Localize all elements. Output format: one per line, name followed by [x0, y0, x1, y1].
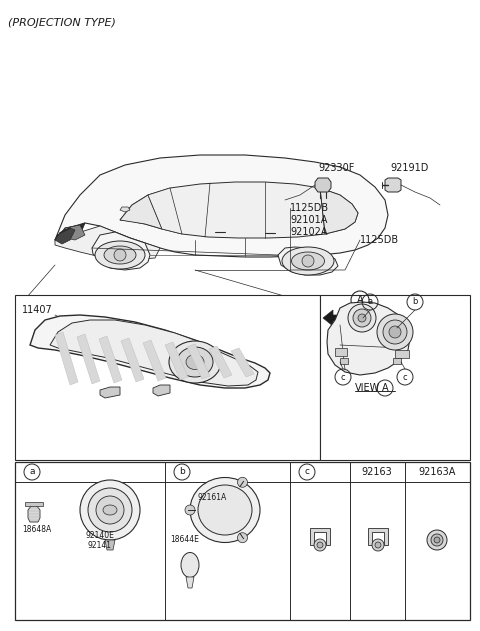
Polygon shape [65, 225, 85, 240]
Circle shape [431, 534, 443, 546]
Text: a: a [367, 297, 372, 307]
Polygon shape [143, 340, 166, 381]
Polygon shape [186, 577, 194, 588]
Circle shape [434, 537, 440, 543]
Ellipse shape [181, 553, 199, 577]
Circle shape [88, 488, 132, 532]
Ellipse shape [282, 247, 334, 275]
Text: 18648A: 18648A [22, 526, 51, 534]
Polygon shape [55, 228, 75, 244]
Circle shape [427, 530, 447, 550]
Circle shape [358, 314, 366, 322]
Circle shape [80, 480, 140, 540]
Text: 1125DB: 1125DB [290, 203, 329, 213]
Text: c: c [403, 372, 408, 382]
Polygon shape [187, 344, 210, 379]
Polygon shape [92, 232, 150, 270]
Ellipse shape [169, 341, 221, 383]
Polygon shape [165, 342, 188, 380]
Ellipse shape [95, 241, 145, 269]
Circle shape [317, 542, 323, 548]
Text: 1125DB: 1125DB [360, 235, 399, 245]
Polygon shape [209, 346, 232, 378]
Text: 92141: 92141 [88, 541, 112, 550]
Text: a: a [29, 468, 35, 476]
Polygon shape [327, 302, 410, 375]
Polygon shape [100, 387, 120, 398]
Bar [395, 350, 409, 358]
Text: A: A [357, 295, 363, 305]
Circle shape [372, 539, 384, 551]
Polygon shape [368, 528, 388, 545]
Text: 92163A: 92163A [418, 467, 456, 477]
Text: 92330F: 92330F [318, 163, 354, 173]
Circle shape [375, 542, 381, 548]
Text: A: A [382, 383, 388, 393]
Ellipse shape [104, 246, 136, 264]
Circle shape [114, 249, 126, 261]
Bar [393, 358, 401, 364]
Text: 92101A: 92101A [290, 215, 327, 225]
Ellipse shape [198, 485, 252, 535]
Ellipse shape [186, 355, 204, 370]
Circle shape [314, 539, 326, 551]
Ellipse shape [177, 347, 213, 377]
Polygon shape [315, 178, 331, 192]
Polygon shape [310, 528, 330, 545]
Polygon shape [77, 334, 100, 384]
Circle shape [383, 320, 407, 344]
Circle shape [238, 477, 248, 487]
Ellipse shape [291, 252, 324, 270]
Polygon shape [320, 188, 358, 234]
Circle shape [348, 304, 376, 332]
Text: 92140E: 92140E [85, 531, 114, 540]
Polygon shape [30, 315, 270, 388]
Text: c: c [341, 372, 345, 382]
Ellipse shape [103, 505, 117, 515]
Polygon shape [120, 182, 358, 238]
Polygon shape [55, 332, 78, 385]
Polygon shape [385, 178, 401, 192]
Polygon shape [55, 226, 160, 260]
Polygon shape [120, 207, 130, 212]
Text: 92161A: 92161A [198, 493, 227, 502]
Polygon shape [28, 505, 40, 522]
Text: 92102A: 92102A [290, 227, 327, 237]
Bar [320, 295, 470, 460]
Text: b: b [179, 468, 185, 476]
Text: (PROJECTION TYPE): (PROJECTION TYPE) [8, 18, 116, 28]
Circle shape [353, 309, 371, 327]
Polygon shape [25, 502, 43, 506]
Polygon shape [153, 385, 170, 396]
Circle shape [185, 505, 195, 515]
Polygon shape [231, 348, 254, 377]
Bar [15, 295, 320, 460]
Polygon shape [323, 310, 348, 326]
Text: c: c [304, 468, 310, 476]
Polygon shape [148, 188, 182, 234]
Circle shape [377, 314, 413, 350]
Circle shape [302, 255, 314, 267]
Polygon shape [55, 223, 85, 245]
Text: 92191D: 92191D [390, 163, 428, 173]
Text: b: b [412, 297, 418, 307]
Bar [15, 462, 470, 620]
Ellipse shape [190, 478, 260, 543]
Polygon shape [121, 338, 144, 382]
Bar [340, 358, 348, 364]
Polygon shape [55, 155, 388, 257]
Circle shape [389, 326, 401, 338]
Polygon shape [105, 540, 115, 550]
Polygon shape [120, 195, 162, 229]
Text: 18644E: 18644E [170, 536, 199, 545]
Circle shape [238, 533, 248, 543]
Text: 92163: 92163 [361, 467, 392, 477]
Polygon shape [278, 247, 338, 275]
Polygon shape [50, 320, 258, 386]
Bar [335, 348, 347, 356]
Text: VIEW: VIEW [355, 383, 380, 393]
Polygon shape [99, 336, 122, 383]
Circle shape [96, 496, 124, 524]
Text: 11407: 11407 [22, 305, 53, 315]
